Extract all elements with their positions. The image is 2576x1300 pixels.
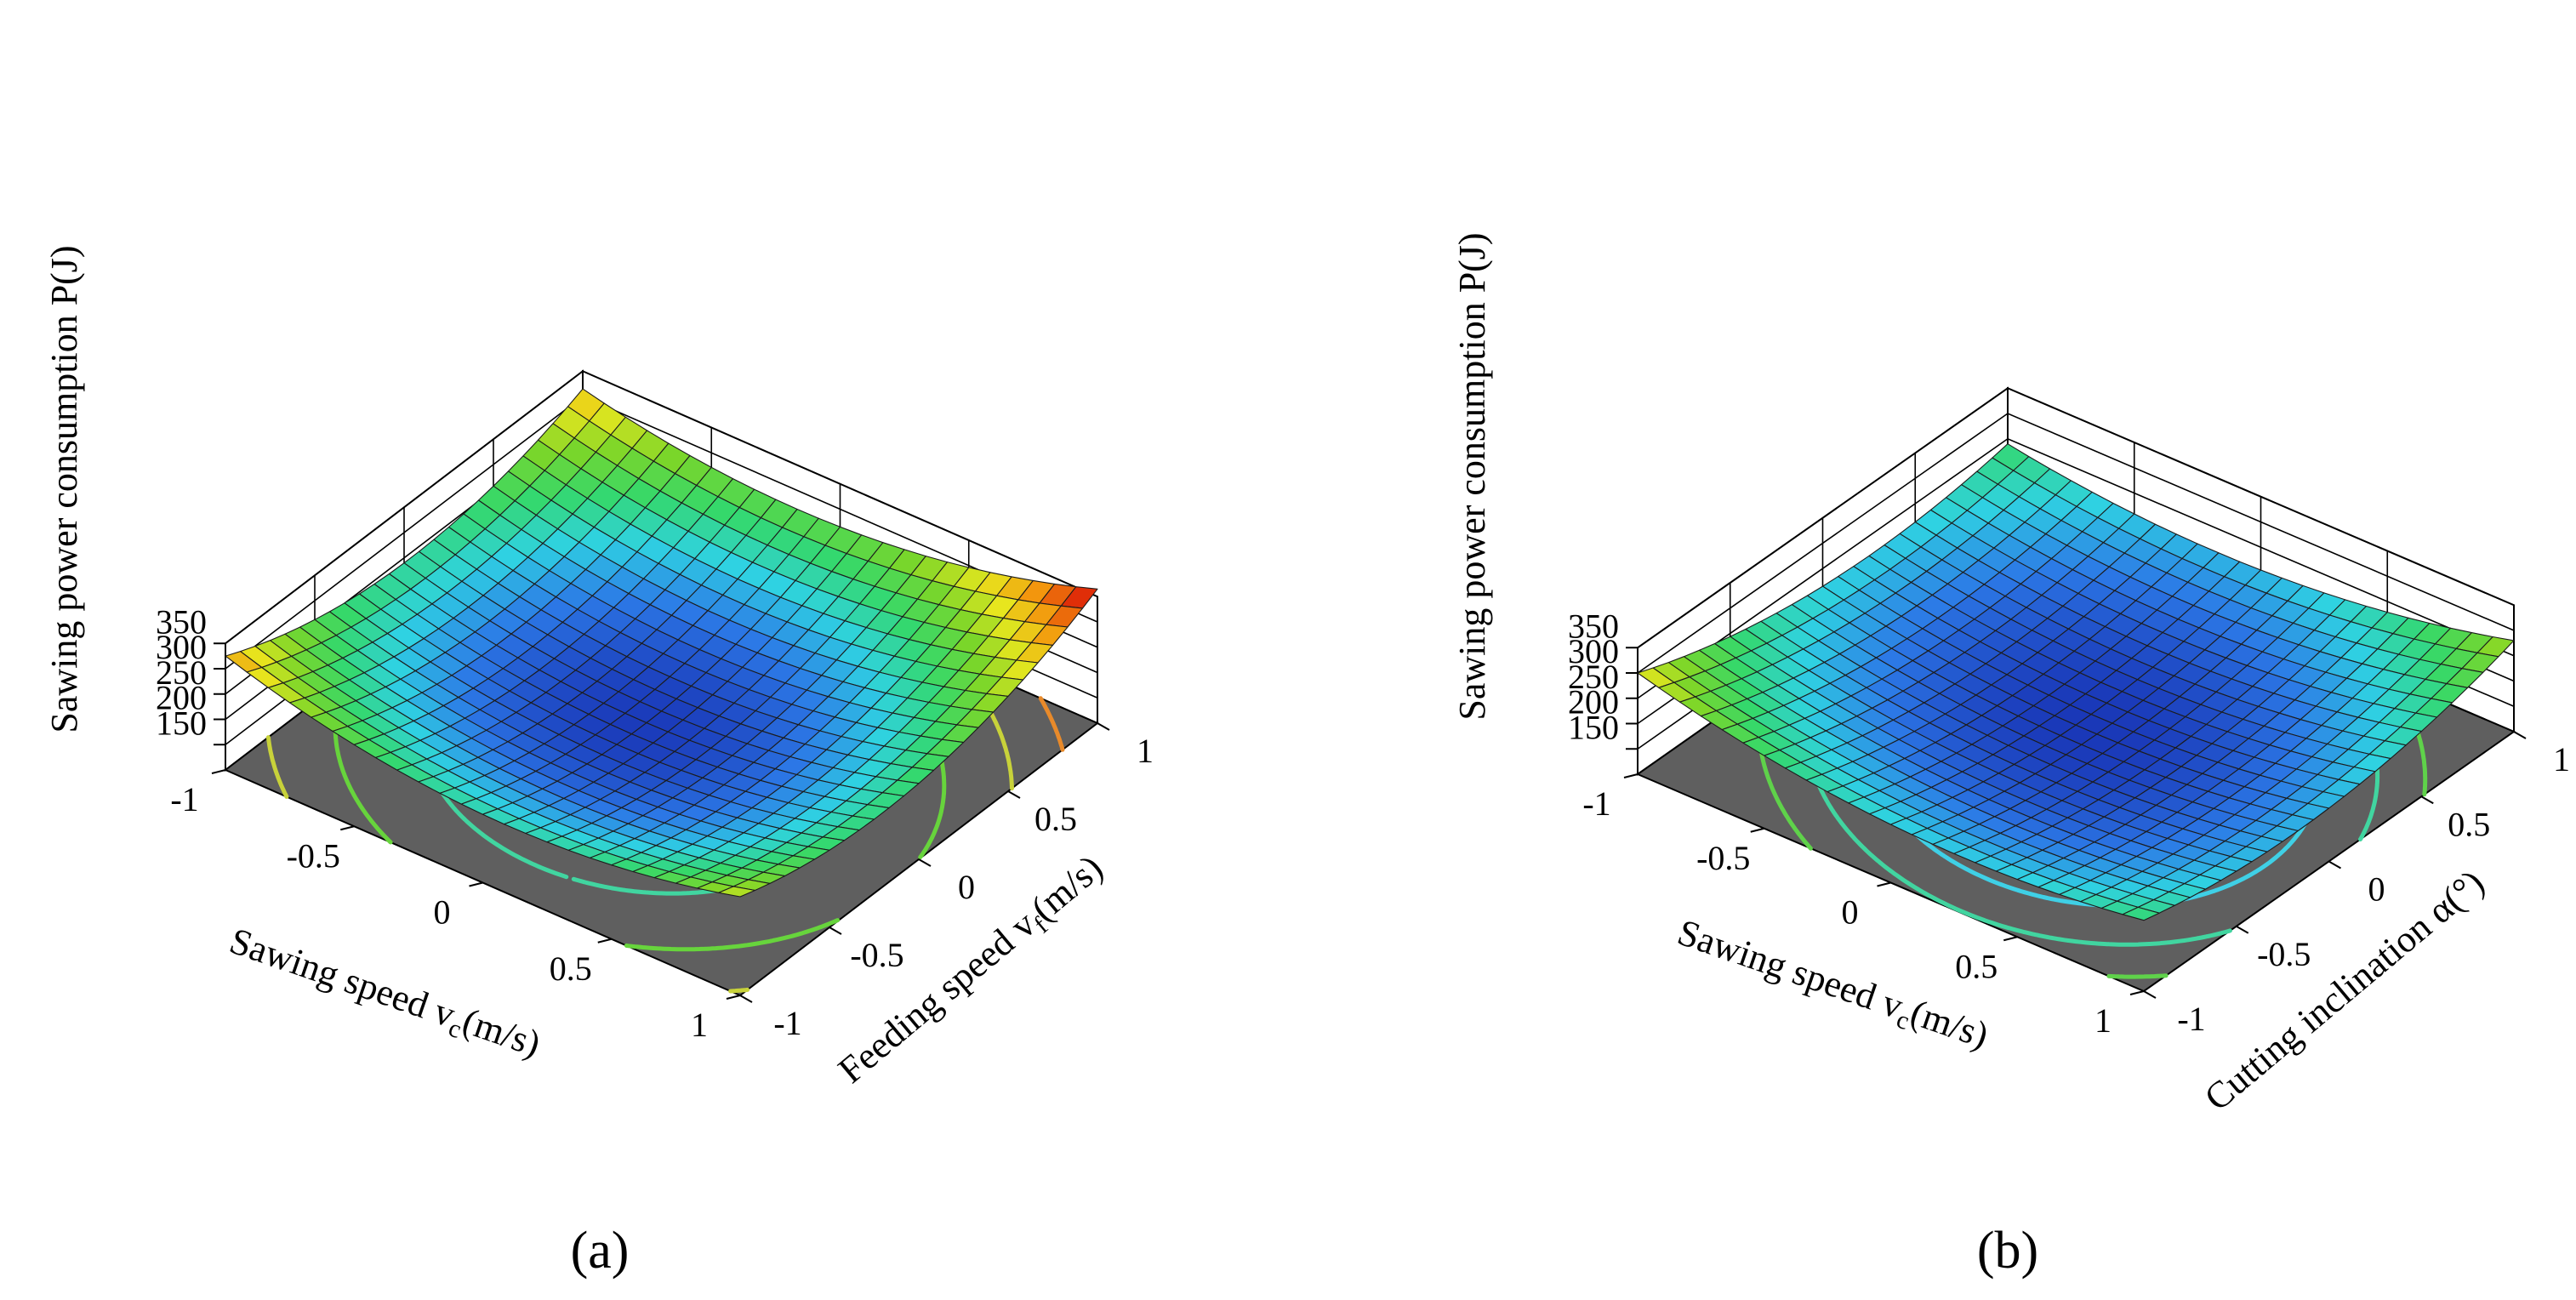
panel-a-caption: (a) <box>571 1222 630 1280</box>
panel-b-caption: (b) <box>1977 1222 2038 1280</box>
panel-a-y-tick-mark <box>829 927 842 935</box>
panel-b-x-tick-mark <box>1623 773 1638 778</box>
panel-b-y-tick-label: 0.5 <box>2448 805 2490 843</box>
panel-b-x-tick-label: 0 <box>1842 893 1859 932</box>
panel-a-x-tick-mark <box>597 938 612 944</box>
panel-b-x-tick-mark <box>1877 881 1891 887</box>
panel-a-y-tick-label: 0 <box>958 868 975 906</box>
panel-a-x-tick-label: -1 <box>170 780 198 818</box>
panel-b-z-tick-label: 250 <box>1568 658 1619 696</box>
panel-b-y-tick-mark <box>2236 925 2249 934</box>
panel-b-x-tick-mark <box>2129 990 2145 995</box>
panel-a-z-axis-label: Sawing power consumption P(J) <box>43 245 85 733</box>
panel-a-wall-grid-h <box>225 370 1098 644</box>
panel-a-z-tick-label: 200 <box>156 679 207 717</box>
panel-a-y-tick-label: -1 <box>773 1004 801 1042</box>
panel-a-x-axis-label-unit: (m/s) <box>458 1000 546 1065</box>
panel-a-y-tick-label: 0.5 <box>1034 800 1077 838</box>
panel-b-z-tick-label: 350 <box>1568 607 1619 645</box>
panel-a-contour-line <box>1038 696 1065 752</box>
panel-a-z-tick-label: 250 <box>156 653 207 692</box>
panel-a-z-tick-label: 150 <box>156 704 207 742</box>
panel-a-x-tick-label: 1 <box>691 1006 708 1044</box>
panel-b-x-tick-label: -1 <box>1582 784 1610 823</box>
panel-b-x-tick-mark <box>1750 827 1764 833</box>
panel-b-x-axis-label-unit: (m/s) <box>1906 991 1994 1057</box>
panel-b-y-tick-label: 0 <box>2368 870 2385 909</box>
panel-b-z-tick-label: 200 <box>1568 683 1619 721</box>
panel-a-x-tick-label: 0 <box>434 893 451 932</box>
panel-b-wall-grid-h <box>1637 437 2515 699</box>
panel-a-surface-cell <box>718 886 756 898</box>
panel-b-y-tick-label: 1 <box>2553 740 2570 778</box>
panel-a-x-tick-mark <box>469 881 483 887</box>
panel-b-wall-grid-h <box>1637 387 2515 648</box>
panel-b-y-tick-label: -1 <box>2177 1000 2205 1038</box>
panel-a-x-tick-mark <box>211 769 226 774</box>
panel-b-surface <box>1637 443 2515 921</box>
panel-b-x-axis-label: Sawing speed vc(m/s) <box>1671 911 1993 1062</box>
panel-b-y-tick-mark <box>2143 990 2157 999</box>
panel-b-x-tick-mark <box>2003 936 2018 942</box>
panel-a-y-tick-mark <box>918 858 932 867</box>
panel-b-y-tick-label: -0.5 <box>2257 935 2311 973</box>
panel-a-x-axis-label-main: Sawing speed v <box>225 920 460 1035</box>
panel-a-x-axis-label: Sawing speed vc(m/s) <box>223 920 545 1070</box>
panel-b-y-tick-mark <box>2420 795 2434 805</box>
panel-a-y-tick-mark <box>1097 722 1110 731</box>
panel-b-x-tick-label: 1 <box>2094 1001 2112 1040</box>
panel-b-surface-cell <box>2122 906 2160 921</box>
panel-b-x-tick-label: -0.5 <box>1696 839 1750 877</box>
panel-a-z-tick-label: 350 <box>156 602 207 641</box>
panel-b-z-tick-label: 150 <box>1568 708 1619 746</box>
panel-a-y-tick-label: -0.5 <box>850 936 903 974</box>
panel-a-y-tick-label: 1 <box>1137 732 1154 770</box>
panel-b-z-axis-label: Sawing power consumption P(J) <box>1451 232 1493 720</box>
panel-a-surface <box>225 388 1098 898</box>
panel-a-x-tick-label: -0.5 <box>287 836 340 875</box>
panel-a-y-tick-mark <box>1007 790 1021 799</box>
panel-b-x-axis-label-main: Sawing speed v <box>1673 911 1908 1027</box>
panel-a-z-tick-label: 300 <box>156 628 207 666</box>
panel-a-x-tick-mark <box>340 825 355 831</box>
panel-a-y-axis-label-main: Feeding speed v <box>830 903 1044 1091</box>
panel-b-z-tick-label: 300 <box>1568 632 1619 670</box>
panel-b-wall-grid-h <box>1637 413 2515 674</box>
panel-a-y-tick-mark <box>739 995 753 1003</box>
panel-a-x-tick-mark <box>726 995 741 1000</box>
panel-b-y-tick-mark <box>2328 860 2341 870</box>
panel-b-y-tick-mark <box>2513 731 2527 739</box>
panel-a-x-tick-label: 0.5 <box>550 949 592 988</box>
panel-b-x-tick-label: 0.5 <box>1955 947 1998 985</box>
